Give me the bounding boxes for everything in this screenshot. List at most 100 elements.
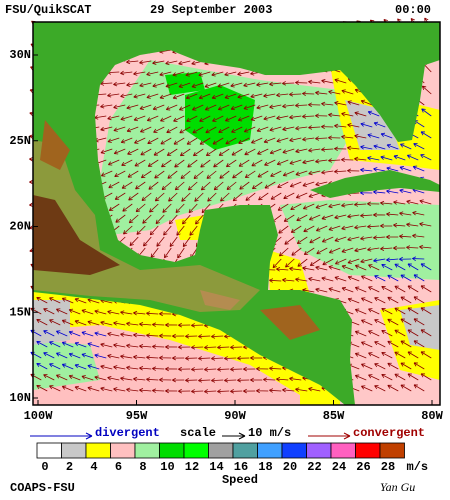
wind-vector [289,137,302,143]
wind-vector [354,374,367,381]
wind-vector [120,93,133,99]
wind-vector [328,247,341,254]
wind-vector [420,329,432,337]
colorbar: 0 2 4 6 8 10 12 14 16 18 20 22 24 26 28 m/s [36,442,428,474]
wind-vector [87,342,100,348]
wind-vector [107,375,120,381]
wind-vector [139,366,152,371]
wind-vector [121,181,133,189]
wind-vector [139,104,152,110]
wind-vector [155,214,165,225]
wind-vector [308,192,321,198]
wind-vector [113,343,126,348]
wind-vector [407,285,419,293]
wind-vector [243,126,256,133]
wind-vector [230,345,243,350]
wind-vector [161,159,172,168]
wind-vector [269,388,282,393]
wind-vector [347,168,360,174]
wind-vector [243,366,256,372]
colorbar-swatch [183,442,209,459]
wind-vector [165,344,178,350]
wind-vector [315,113,328,118]
wind-vector [413,362,425,370]
wind-vector [289,92,302,97]
lat-label: 20N [9,220,31,234]
wind-vector [269,278,282,283]
wind-vector [407,373,419,381]
wind-vector [49,363,61,370]
wind-vector [251,159,263,167]
wind-vector [120,376,133,381]
wind-vector [217,367,230,372]
legend-divergent: divergent [95,426,160,440]
wind-vector [386,189,399,194]
wind-vector [315,265,328,271]
wind-vector [113,387,126,392]
wind-vector [168,192,178,202]
wind-vector [217,104,230,111]
wind-vector [373,212,386,218]
wind-vector [172,71,185,77]
wind-vector [250,93,263,99]
wind-vector [278,225,289,234]
wind-vector [407,329,419,337]
wind-vector [347,275,360,282]
wind-vector [295,148,308,154]
wind-vector [400,274,412,282]
wind-vector [269,81,282,87]
wind-vector [285,258,295,268]
wind-vector [121,159,133,166]
wind-vector [231,126,243,133]
wind-vector [386,211,399,217]
wind-vector [419,199,432,205]
wind-vector [256,104,269,110]
wind-vector [237,377,250,383]
wind-vector [238,137,250,144]
wind-vector [387,362,399,370]
wind-vector [172,333,185,339]
wind-vector [107,137,120,143]
wind-vector [295,387,308,392]
wind-vector [139,388,152,393]
wind-vector [341,157,354,163]
wind-vector [224,115,237,122]
wind-vector [341,112,354,117]
wind-vector [373,235,386,240]
wind-vector [361,275,373,282]
wind-vector [334,78,347,84]
wind-vector [185,93,198,100]
wind-vector [373,258,386,263]
wind-vector [399,166,412,172]
wind-vector [140,148,152,156]
speed-zone [33,325,300,405]
wind-vector [295,192,308,199]
wind-vector [200,181,211,191]
wind-vector [113,81,126,87]
wind-vector [303,247,315,255]
wind-vector [128,214,139,224]
wind-vector [126,387,139,393]
wind-vector [394,263,406,271]
wind-vector [381,285,393,293]
wind-vector [226,181,237,190]
wind-vector [191,104,204,111]
wind-vector [161,181,172,191]
wind-vector [199,137,211,145]
wind-vector [74,341,87,348]
wind-vector [347,100,360,106]
wind-vector [368,308,380,315]
wind-vector [289,159,302,165]
wind-vector [120,332,133,337]
wind-vector [269,104,282,109]
colorbar-swatch [355,442,381,459]
wind-vector [36,362,48,370]
wind-vector [61,385,74,392]
wind-vector [367,201,380,207]
wind-vector [380,200,393,206]
wind-vector [393,200,406,205]
wind-vector [140,170,152,179]
wind-vector [394,329,406,337]
speed-zone [345,100,400,150]
terrain [40,120,70,170]
